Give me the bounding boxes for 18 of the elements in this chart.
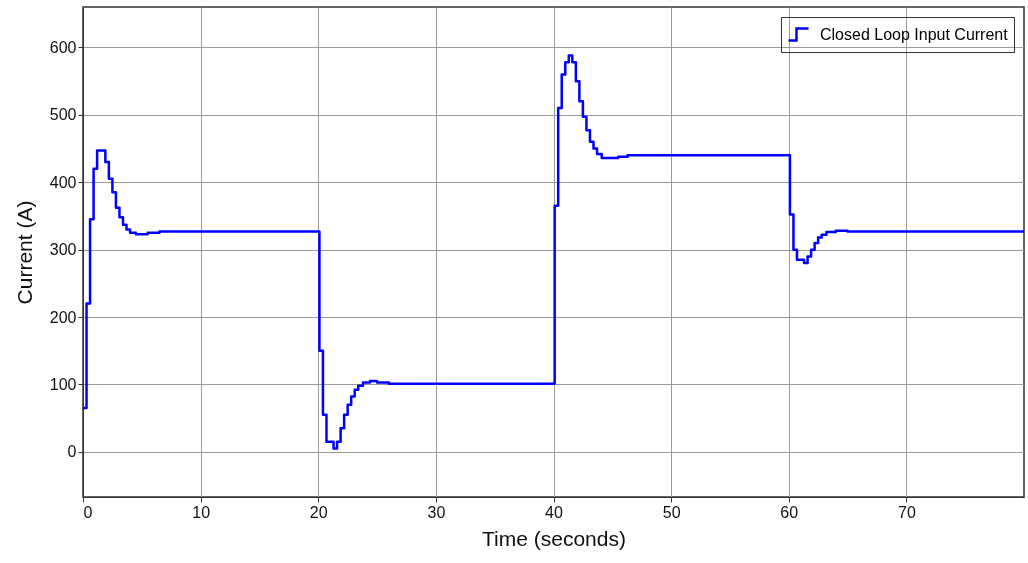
- x-axis-title: Time (seconds): [482, 526, 626, 550]
- y-tick-label: 500: [49, 106, 77, 124]
- x-tick-label: 50: [662, 503, 681, 521]
- x-tick-label: 10: [192, 503, 211, 521]
- x-tick-label: 60: [780, 503, 799, 521]
- x-tick-label: 70: [897, 503, 916, 521]
- y-tick-label: 100: [49, 375, 77, 393]
- y-tick-label: 0: [67, 443, 77, 461]
- x-tick-label: 0: [83, 503, 93, 521]
- y-axis-title: Current (A): [12, 200, 36, 305]
- x-tick-label: 40: [545, 503, 563, 521]
- y-tick-label: 300: [49, 241, 77, 259]
- y-tick-label: 200: [49, 308, 77, 326]
- x-tick-label: 20: [309, 503, 328, 521]
- y-tick-label: 400: [49, 173, 77, 191]
- legend-label: Closed Loop Input Current: [820, 25, 1009, 43]
- x-tick-label: 30: [427, 503, 446, 521]
- y-tick-label: 600: [49, 38, 77, 56]
